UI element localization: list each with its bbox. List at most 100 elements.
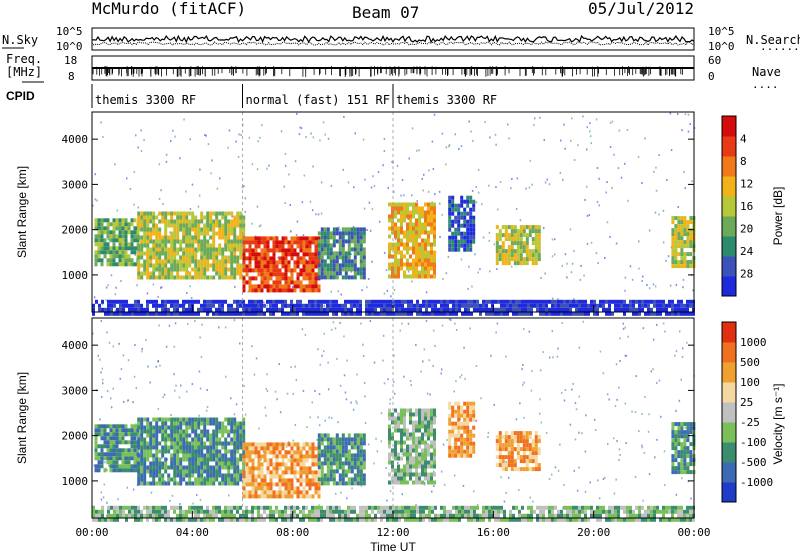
heatmap-cell xyxy=(344,307,347,312)
heatmap-cell xyxy=(311,236,315,241)
heatmap-cell xyxy=(317,247,321,252)
heatmap-cell xyxy=(287,442,291,447)
scatter-speck xyxy=(311,209,314,212)
scatter-speck xyxy=(227,146,229,149)
heatmap-cell xyxy=(167,211,171,216)
scatter-speck xyxy=(510,187,512,190)
heatmap-cell xyxy=(416,303,419,308)
heatmap-cell xyxy=(197,453,201,458)
heatmap-cell xyxy=(137,303,140,308)
scatter-speck xyxy=(539,369,542,372)
heatmap-cell xyxy=(470,303,473,308)
heatmap-cell xyxy=(245,303,248,308)
heatmap-cell xyxy=(194,299,197,304)
heatmap-cell xyxy=(200,231,204,236)
heatmap-cell xyxy=(130,234,134,239)
heatmap-cell xyxy=(341,441,345,446)
heatmap-cell xyxy=(281,482,285,487)
heatmap-cell xyxy=(469,195,473,200)
heatmap-cell xyxy=(133,460,137,465)
heatmap-cell xyxy=(173,449,177,454)
heatmap-cell xyxy=(233,465,237,470)
heatmap-cell xyxy=(290,272,294,277)
heatmap-cell xyxy=(391,262,394,267)
heatmap-cell xyxy=(191,235,195,240)
heatmap-cell xyxy=(296,256,300,261)
heatmap-cell xyxy=(403,476,406,481)
heatmap-cell xyxy=(100,218,104,223)
heatmap-cell xyxy=(170,271,174,276)
heatmap-cell xyxy=(653,299,656,304)
scatter-speck xyxy=(100,319,103,322)
heatmap-cell xyxy=(112,238,116,243)
scatter-speck xyxy=(490,354,492,357)
heatmap-cell xyxy=(221,227,225,232)
heatmap-cell xyxy=(671,307,674,312)
heatmap-cell xyxy=(155,453,159,458)
heatmap-cell xyxy=(221,247,225,252)
heatmap-cell xyxy=(140,477,144,482)
heatmap-cell xyxy=(146,311,149,316)
heatmap-cell xyxy=(338,481,342,486)
heatmap-cell xyxy=(188,223,192,228)
heatmap-cell xyxy=(269,490,273,495)
scatter-speck xyxy=(564,253,567,256)
heatmap-cell xyxy=(433,262,436,267)
heatmap-cell xyxy=(311,442,315,447)
scatter-speck xyxy=(658,379,661,382)
heatmap-cell xyxy=(182,275,186,280)
scatter-speck xyxy=(108,238,110,241)
heatmap-cell xyxy=(173,227,177,232)
scatter-speck xyxy=(400,194,402,197)
heatmap-cell xyxy=(575,311,578,316)
heatmap-cell xyxy=(311,303,314,308)
heatmap-cell xyxy=(94,448,98,453)
heatmap-cell xyxy=(94,432,98,437)
scatter-speck xyxy=(235,140,237,143)
scatter-speck xyxy=(411,127,414,130)
scatter-speck xyxy=(641,444,643,447)
heatmap-cell xyxy=(371,303,374,308)
scatter-speck xyxy=(366,286,368,289)
scatter-speck xyxy=(446,439,448,441)
scatter-speck xyxy=(224,326,227,329)
heatmap-cell xyxy=(236,473,240,478)
scatter-speck xyxy=(174,135,176,138)
heatmap-cell xyxy=(152,251,156,256)
heatmap-cell xyxy=(677,240,681,245)
heatmap-cell xyxy=(266,458,270,463)
heatmap-cell xyxy=(671,220,675,225)
heatmap-cell xyxy=(94,464,98,469)
heatmap-cell xyxy=(100,448,104,453)
heatmap-cell xyxy=(236,271,240,276)
scatter-speck xyxy=(219,177,221,180)
heatmap-cell xyxy=(245,256,249,261)
heatmap-cell xyxy=(416,307,419,312)
heatmap-cell xyxy=(170,425,174,430)
scatter-speck xyxy=(110,406,113,409)
heatmap-cell xyxy=(359,449,363,454)
heatmap-cell xyxy=(257,466,261,471)
heatmap-cell xyxy=(224,219,228,224)
heatmap-cell xyxy=(257,272,261,277)
heatmap-cell xyxy=(146,421,150,426)
heatmap-cell xyxy=(109,250,113,255)
scatter-speck xyxy=(523,381,525,384)
heatmap-cell xyxy=(566,299,569,304)
heatmap-cell xyxy=(479,303,482,308)
heatmap-cell xyxy=(528,229,532,234)
scatter-speck xyxy=(107,284,109,287)
heatmap-cell xyxy=(275,494,279,499)
heatmap-cell xyxy=(400,408,403,413)
scatter-speck xyxy=(441,368,443,371)
heatmap-cell xyxy=(206,457,210,462)
heatmap-cell xyxy=(239,429,243,434)
heatmap-cell xyxy=(209,457,213,462)
heatmap-cell xyxy=(683,260,687,265)
heatmap-cell xyxy=(284,268,288,273)
heatmap-cell xyxy=(212,433,216,438)
heatmap-cell xyxy=(680,232,684,237)
heatmap-cell xyxy=(124,258,128,263)
heatmap-cell xyxy=(537,241,541,246)
heatmap-cell xyxy=(463,235,467,240)
